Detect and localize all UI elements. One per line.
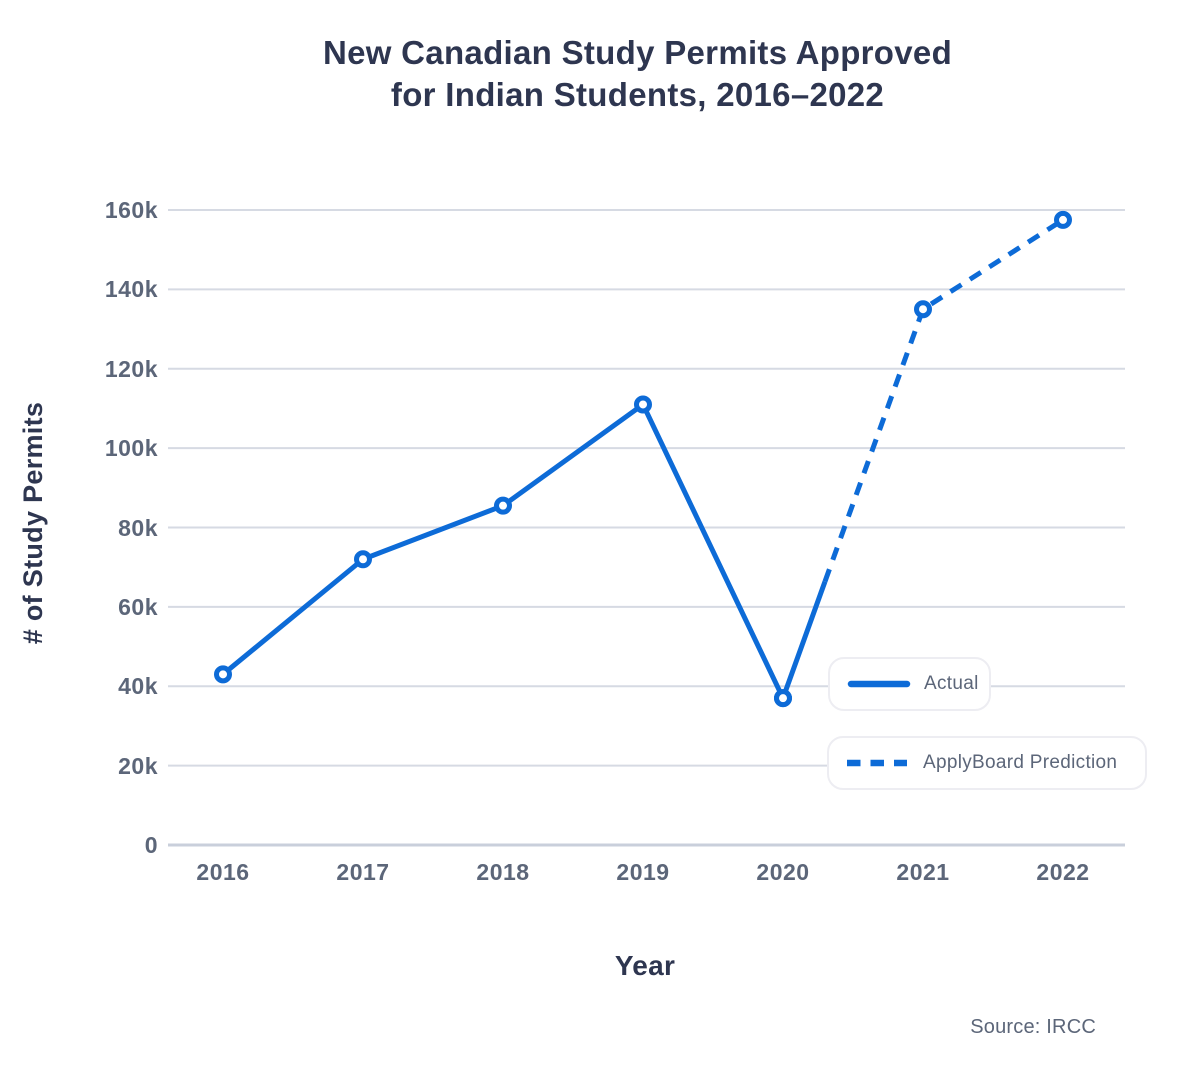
- source-note: Source: IRCC: [970, 1016, 1096, 1038]
- legend-dashed-line-icon: [847, 759, 907, 767]
- chart-title: New Canadian Study Permits Approved for …: [85, 32, 1190, 116]
- prediction-line-leadin: [780, 580, 828, 700]
- legend-solid-line-icon: [847, 680, 911, 688]
- legend-label-actual: Actual: [924, 673, 979, 694]
- data-point-2017: [354, 550, 372, 569]
- x-axis-title: Year: [614, 950, 676, 981]
- data-point-2021: [914, 300, 932, 319]
- data-point-2020: [774, 689, 792, 708]
- legend-item-prediction: ApplyBoard Prediction: [827, 736, 1147, 790]
- data-point-2019: [634, 395, 652, 414]
- legend-item-actual: Actual: [828, 657, 991, 711]
- chart-title-line2: for Indian Students, 2016–2022: [390, 76, 885, 113]
- data-point-2018: [494, 496, 512, 515]
- y-axis-title: # of Study Permits: [18, 401, 48, 645]
- legend-label-prediction: ApplyBoard Prediction: [923, 752, 1118, 773]
- prediction-line-dashed: [822, 217, 1065, 583]
- data-point-2016: [214, 665, 232, 684]
- data-point-2022: [1054, 210, 1072, 229]
- chart-title-line1: New Canadian Study Permits Approved: [322, 34, 953, 71]
